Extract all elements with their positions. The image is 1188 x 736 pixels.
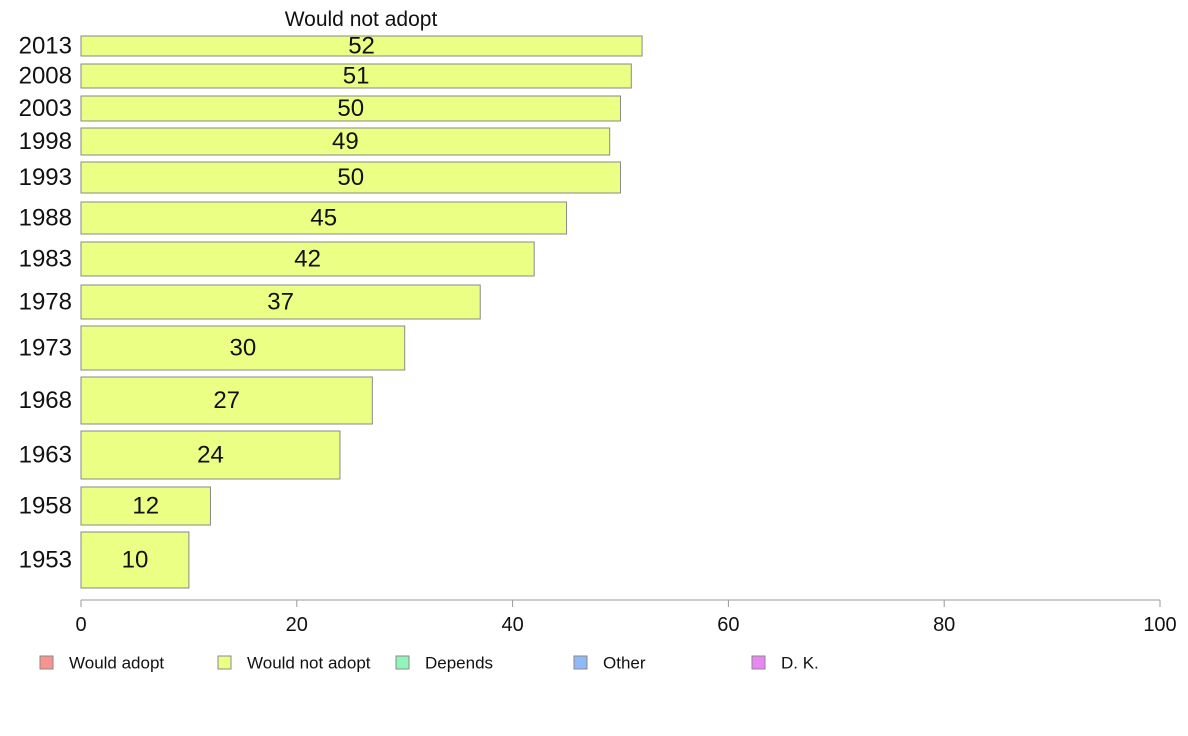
value-label-1958: 12	[132, 493, 159, 520]
legend-label: Depends	[425, 654, 493, 673]
category-label-1958: 1958	[19, 493, 72, 520]
x-axis: 0 20 40 60 80 100	[75, 599, 1177, 636]
legend-swatch	[217, 655, 232, 670]
bar-1988	[80, 201, 568, 235]
x-tick-label: 0	[75, 614, 86, 636]
value-label-1953: 10	[122, 547, 149, 574]
legend-label: Other	[603, 654, 646, 673]
category-label-1983: 1983	[19, 246, 72, 273]
category-label-1968: 1968	[19, 387, 72, 414]
category-label-2008: 2008	[19, 63, 72, 90]
category-label-1988: 1988	[19, 205, 72, 232]
legend-swatch	[39, 655, 54, 670]
category-label-1963: 1963	[19, 442, 72, 469]
legend-label: Would not adopt	[247, 654, 371, 673]
bar-1958	[80, 486, 211, 526]
category-label-1973: 1973	[19, 335, 72, 362]
value-label-2013: 52	[348, 33, 375, 60]
bar-2008	[80, 63, 632, 89]
x-tick-label: 100	[1143, 614, 1176, 636]
legend-swatch	[751, 655, 766, 670]
legend-label: D. K.	[781, 654, 819, 673]
category-label-1978: 1978	[19, 289, 72, 316]
value-label-1973: 30	[229, 335, 256, 362]
value-label-1998: 49	[332, 128, 359, 155]
bar-1963	[80, 430, 341, 480]
x-tick-label: 20	[286, 614, 308, 636]
legend: Would adopt Would not adopt Depends Other D.…	[39, 654, 819, 673]
legend-swatch	[573, 655, 588, 670]
value-label-2008: 51	[343, 63, 370, 90]
x-tick-label: 80	[933, 614, 955, 636]
bar-1973	[80, 325, 406, 371]
value-label-1983: 42	[294, 246, 321, 273]
bar-1968	[80, 376, 373, 425]
category-label-1953: 1953	[19, 547, 72, 574]
x-tick-label: 60	[717, 614, 739, 636]
bar-1983	[80, 241, 535, 277]
value-label-1963: 24	[197, 442, 224, 469]
bar-2003	[80, 95, 621, 122]
category-label-1993: 1993	[19, 164, 72, 191]
value-label-1978: 37	[267, 289, 294, 316]
bar-1998	[80, 127, 611, 156]
legend-label: Would adopt	[69, 654, 164, 673]
bar-1978	[80, 284, 481, 320]
category-label-1998: 1998	[19, 128, 72, 155]
bar-1993	[80, 161, 621, 194]
legend-swatch	[395, 655, 410, 670]
x-tick-label: 40	[501, 614, 523, 636]
bar-1953	[80, 531, 190, 589]
bars-group: 52 2013 51 2008 50 2003 49 1998 50 1993 45 1988 42 19…	[19, 33, 643, 589]
value-label-2003: 50	[337, 95, 364, 122]
value-label-1988: 45	[310, 205, 337, 232]
bar-2013	[80, 35, 643, 57]
category-label-2003: 2003	[19, 95, 72, 122]
value-label-1968: 27	[213, 387, 240, 414]
category-label-2013: 2013	[19, 33, 72, 60]
value-label-1993: 50	[337, 164, 364, 191]
chart-title: Would not adopt	[285, 8, 438, 31]
